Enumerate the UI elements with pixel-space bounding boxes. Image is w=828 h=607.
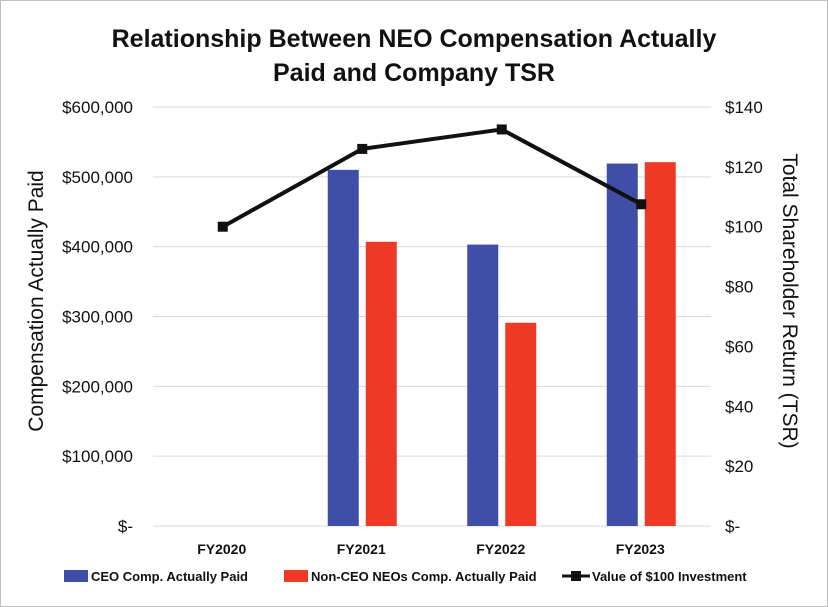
- left-tick-label: $100,000: [62, 447, 133, 466]
- line-series: [218, 124, 647, 231]
- right-tick-label: $20: [725, 457, 753, 476]
- tsr-marker: [218, 222, 228, 232]
- category-label: FY2023: [616, 541, 665, 557]
- non-ceo-bar: [505, 323, 536, 526]
- tsr-marker: [636, 199, 646, 209]
- left-tick-label: $600,000: [62, 98, 133, 117]
- left-tick-label: $-: [118, 517, 133, 536]
- left-tick-label: $200,000: [62, 377, 133, 396]
- right-axis-title: Total Shareholder Return (TSR): [778, 153, 801, 448]
- left-axis-title: Compensation Actually Paid: [25, 170, 48, 432]
- tsr-marker: [357, 144, 367, 154]
- left-tick-label: $500,000: [62, 168, 133, 187]
- right-tick-label: $40: [725, 397, 753, 416]
- category-label: FY2022: [476, 541, 525, 557]
- left-axis-ticks: $- $100,000 $200,000 $300,000 $400,000 $500,0…: [62, 98, 133, 536]
- left-tick-label: $400,000: [62, 238, 133, 257]
- legend-label-non-ceo: Non-CEO NEOs Comp. Actually Paid: [311, 569, 537, 584]
- legend-swatch-non-ceo: [284, 570, 308, 582]
- ceo-bar: [467, 245, 498, 526]
- tsr-compensation-chart: Relationship Between NEO Compensation Ac…: [1, 1, 827, 606]
- chart-frame: Relationship Between NEO Compensation Ac…: [0, 0, 828, 607]
- non-ceo-bar: [645, 162, 676, 526]
- tsr-line: [223, 129, 642, 226]
- non-ceo-bar: [366, 242, 397, 526]
- tsr-marker: [497, 124, 507, 134]
- category-axis-labels: FY2020 FY2021 FY2022 FY2023: [197, 541, 665, 557]
- chart-title-line-1: Relationship Between NEO Compensation Ac…: [112, 25, 717, 53]
- right-tick-label: $100: [725, 218, 763, 237]
- legend-marker-tsr: [571, 571, 581, 581]
- right-tick-label: $60: [725, 337, 753, 356]
- chart-title: Relationship Between NEO Compensation Ac…: [112, 25, 717, 87]
- right-axis-ticks: $- $20 $40 $60 $80 $100 $120 $140: [725, 98, 763, 536]
- right-tick-label: $120: [725, 158, 763, 177]
- category-label: FY2020: [197, 541, 246, 557]
- legend: CEO Comp. Actually Paid Non-CEO NEOs Comp…: [64, 569, 747, 584]
- legend-label-ceo: CEO Comp. Actually Paid: [91, 569, 248, 584]
- ceo-bar: [607, 164, 638, 526]
- ceo-bar: [328, 170, 359, 526]
- category-label: FY2021: [337, 541, 386, 557]
- right-tick-label: $-: [725, 517, 740, 536]
- legend-swatch-ceo: [64, 570, 88, 582]
- left-tick-label: $300,000: [62, 308, 133, 327]
- right-tick-label: $140: [725, 98, 763, 117]
- chart-title-line-2: Paid and Company TSR: [273, 59, 555, 87]
- right-tick-label: $80: [725, 278, 753, 297]
- legend-label-tsr: Value of $100 Investment: [592, 569, 747, 584]
- bar-series: [328, 162, 676, 526]
